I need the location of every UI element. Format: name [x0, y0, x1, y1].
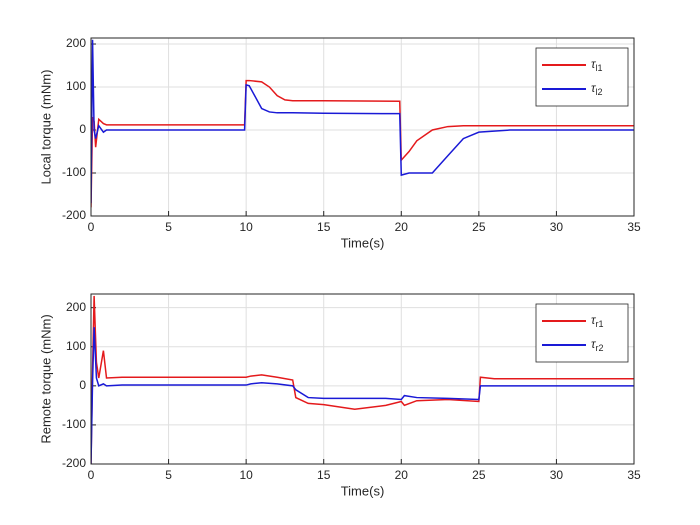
- x-tick-label: 20: [395, 468, 409, 482]
- x-axis-label: Time(s): [341, 483, 385, 498]
- x-tick-label: 25: [472, 220, 486, 234]
- legend-label: τr2: [591, 337, 604, 353]
- legend-label: τl2: [591, 81, 603, 97]
- x-tick-label: 10: [239, 220, 253, 234]
- x-tick-label: 30: [550, 220, 564, 234]
- y-tick-label: 100: [66, 79, 86, 93]
- legend-label: τl1: [591, 57, 603, 73]
- y-tick-label: -100: [62, 165, 86, 179]
- y-tick-label: -200: [62, 456, 86, 470]
- x-tick-label: 0: [88, 468, 95, 482]
- x-tick-label: 25: [472, 468, 486, 482]
- series-line: [91, 39, 634, 204]
- axes-box: [90, 37, 635, 217]
- y-tick-label: 100: [66, 339, 86, 353]
- axes-box: [90, 293, 635, 465]
- x-tick-label: 35: [627, 468, 641, 482]
- legend-box: [535, 47, 629, 107]
- y-tick-label: 200: [66, 300, 86, 314]
- x-axis-label: Time(s): [341, 235, 385, 250]
- y-tick-label: -200: [62, 208, 86, 222]
- x-tick-label: 10: [239, 468, 253, 482]
- series-line: [91, 327, 634, 464]
- y-tick-label: 0: [79, 378, 86, 392]
- x-tick-label: 35: [627, 220, 641, 234]
- y-tick-label: 200: [66, 36, 86, 50]
- y-tick-label: 0: [79, 122, 86, 136]
- y-tick-label: -100: [62, 417, 86, 431]
- x-tick-label: 15: [317, 220, 331, 234]
- series-line: [91, 79, 634, 208]
- x-tick-label: 15: [317, 468, 331, 482]
- y-axis-label: Local torque (mNm): [38, 70, 53, 185]
- legend-label: τr1: [591, 313, 604, 329]
- x-tick-label: 20: [395, 220, 409, 234]
- x-tick-label: 30: [550, 468, 564, 482]
- legend-box: [535, 303, 629, 363]
- y-axis-label: Remote torque (mNm): [38, 314, 53, 443]
- x-tick-label: 5: [165, 220, 172, 234]
- x-tick-label: 0: [88, 220, 95, 234]
- x-tick-label: 5: [165, 468, 172, 482]
